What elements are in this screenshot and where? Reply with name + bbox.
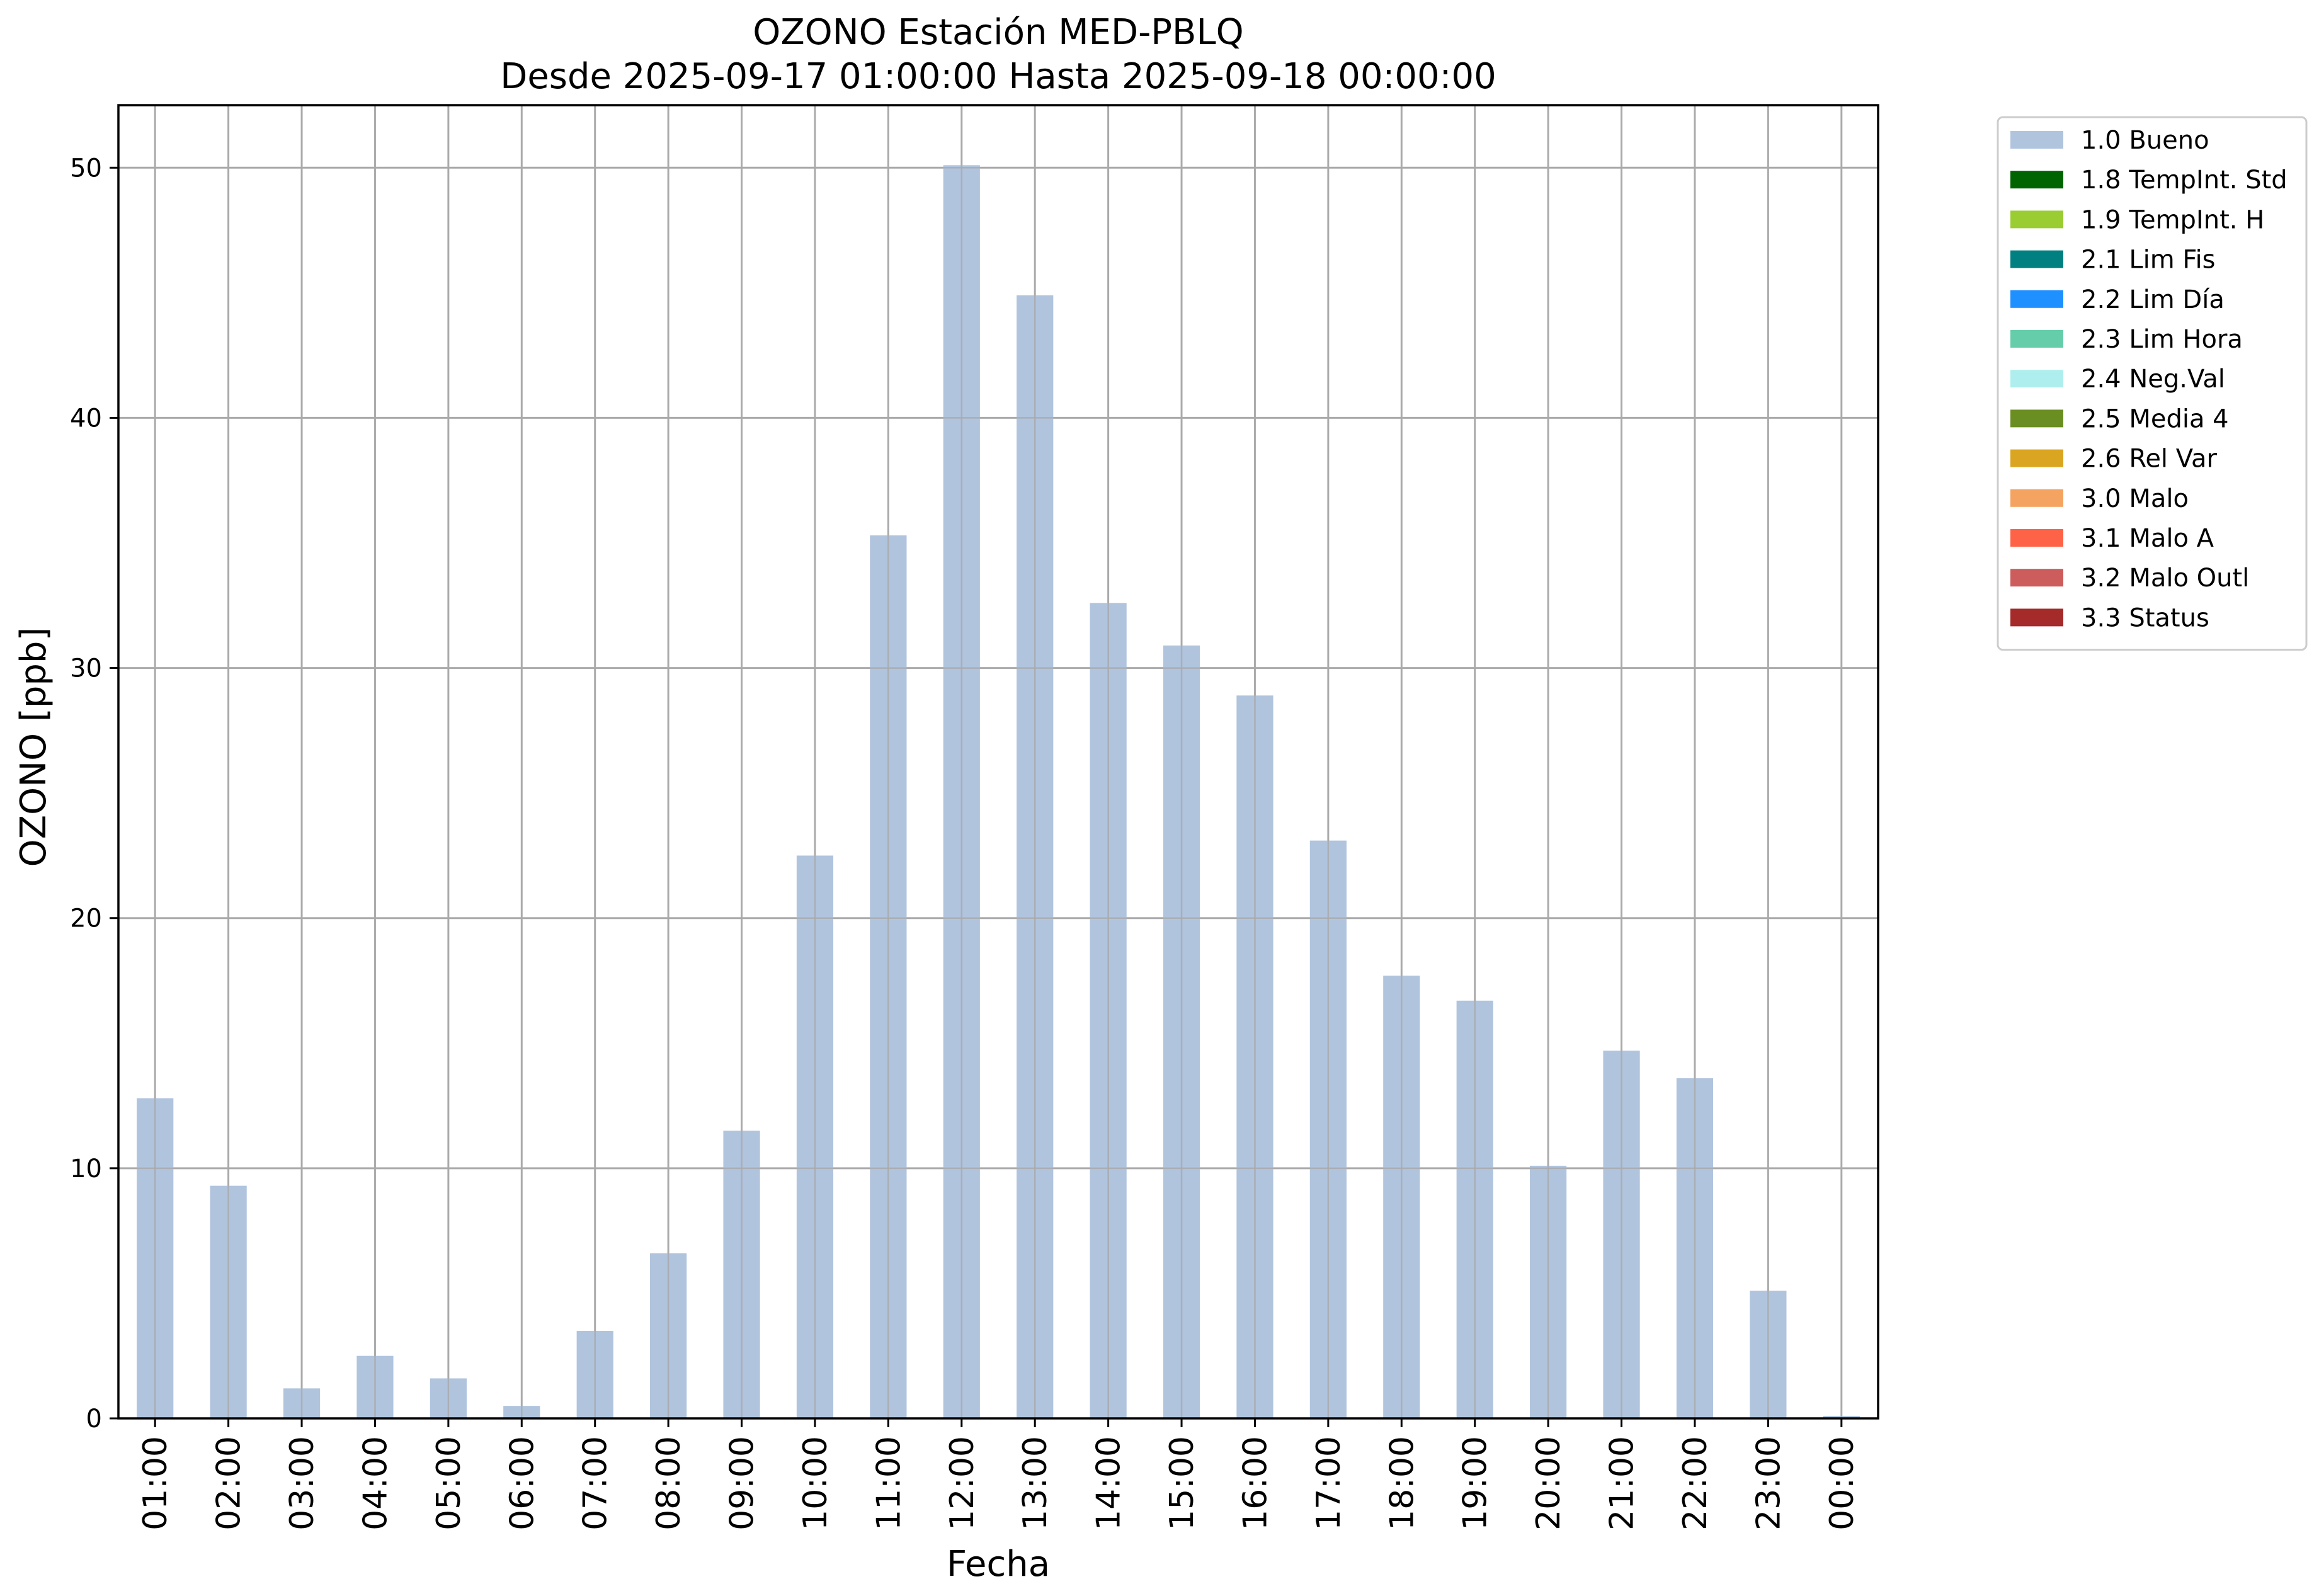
- chart-title: OZONO Estación MED-PBLQ: [753, 12, 1244, 53]
- x-tick-label: 14:00: [1090, 1436, 1128, 1530]
- y-tick-label: 0: [86, 1405, 102, 1434]
- legend-label: 2.4 Neg.Val: [2081, 365, 2225, 394]
- x-tick-label: 19:00: [1457, 1436, 1495, 1530]
- y-tick-label: 30: [70, 654, 102, 683]
- x-tick-label: 18:00: [1383, 1436, 1421, 1530]
- legend-swatch: [2010, 449, 2063, 467]
- axes: [110, 104, 1879, 1427]
- x-tick-label: 08:00: [650, 1436, 688, 1530]
- x-tick-label: 07:00: [577, 1436, 615, 1530]
- legend: 1.0 Bueno 1.8 TempInt. Std 1.9 TempInt. H 2…: [1997, 116, 2308, 651]
- x-tick-label: 12:00: [943, 1436, 981, 1530]
- x-tick-label: 16:00: [1236, 1436, 1274, 1530]
- legend-label: 1.0 Bueno: [2081, 126, 2209, 155]
- x-tick-label: 03:00: [283, 1436, 321, 1530]
- x-tick-label: 20:00: [1530, 1436, 1568, 1530]
- legend-swatch: [2010, 171, 2063, 189]
- legend-label: 3.3 Status: [2081, 603, 2209, 632]
- legend-swatch: [2010, 330, 2063, 348]
- y-tick-label: 50: [70, 154, 102, 183]
- chart-subtitle: Desde 2025-09-17 01:00:00 Hasta 2025-09-…: [500, 56, 1496, 97]
- legend-label: 3.0 Malo: [2081, 484, 2189, 513]
- y-axis-label: OZONO [ppb]: [13, 627, 54, 867]
- legend-swatch: [2010, 529, 2063, 547]
- x-tick-label: 15:00: [1163, 1436, 1201, 1530]
- legend-swatch: [2010, 489, 2063, 507]
- x-tick-label: 09:00: [724, 1436, 761, 1530]
- legend-label: 2.3 Lim Hora: [2081, 325, 2243, 354]
- legend-swatch: [2010, 250, 2063, 268]
- legend-swatch: [2010, 370, 2063, 388]
- x-tick-label: 05:00: [430, 1436, 468, 1530]
- x-axis-label: Fecha: [947, 1544, 1050, 1585]
- legend-swatch: [2010, 569, 2063, 587]
- legend-label: 2.1 Lim Fis: [2081, 246, 2215, 275]
- legend-frame: [1997, 116, 2308, 651]
- x-tick-label: 13:00: [1017, 1436, 1054, 1530]
- x-tick-label: 02:00: [210, 1436, 248, 1530]
- x-tick-label: 00:00: [1823, 1436, 1861, 1530]
- x-tick-label: 01:00: [137, 1436, 174, 1530]
- x-tick-label: 21:00: [1604, 1436, 1641, 1530]
- x-tick-labels: 01:00 02:00 03:00 04:00 05:00 06:00 07:00 08:00…: [137, 1436, 1861, 1530]
- x-tick-label: 23:00: [1750, 1436, 1787, 1530]
- y-tick-label: 40: [70, 404, 102, 433]
- legend-label: 3.1 Malo A: [2081, 524, 2214, 553]
- x-tick-label: 11:00: [870, 1436, 908, 1530]
- x-tick-label: 22:00: [1677, 1436, 1714, 1530]
- legend-swatch: [2010, 608, 2063, 627]
- legend-label: 1.9 TempInt. H: [2081, 205, 2264, 234]
- y-tick-label: 10: [70, 1154, 102, 1183]
- y-tick-label: 20: [70, 904, 102, 933]
- x-tick-label: 04:00: [356, 1436, 394, 1530]
- legend-label: 1.8 TempInt. Std: [2081, 166, 2288, 195]
- y-tick-labels: 0 10 20 30 40 50: [70, 154, 102, 1434]
- x-tick-label: 17:00: [1310, 1436, 1348, 1530]
- legend-swatch: [2010, 409, 2063, 428]
- bars: [118, 105, 1878, 1420]
- legend-swatch: [2010, 131, 2063, 149]
- legend-label: 3.2 Malo Outl: [2081, 564, 2249, 593]
- x-tick-label: 10:00: [797, 1436, 835, 1530]
- plot-frame: [117, 104, 1879, 1420]
- x-tick-label: 06:00: [503, 1436, 541, 1530]
- legend-label: 2.5 Media 4: [2081, 404, 2229, 433]
- legend-swatch: [2010, 290, 2063, 308]
- legend-label: 2.2 Lim Día: [2081, 285, 2225, 314]
- legend-label: 2.6 Rel Var: [2081, 445, 2218, 474]
- legend-swatch: [2010, 210, 2063, 229]
